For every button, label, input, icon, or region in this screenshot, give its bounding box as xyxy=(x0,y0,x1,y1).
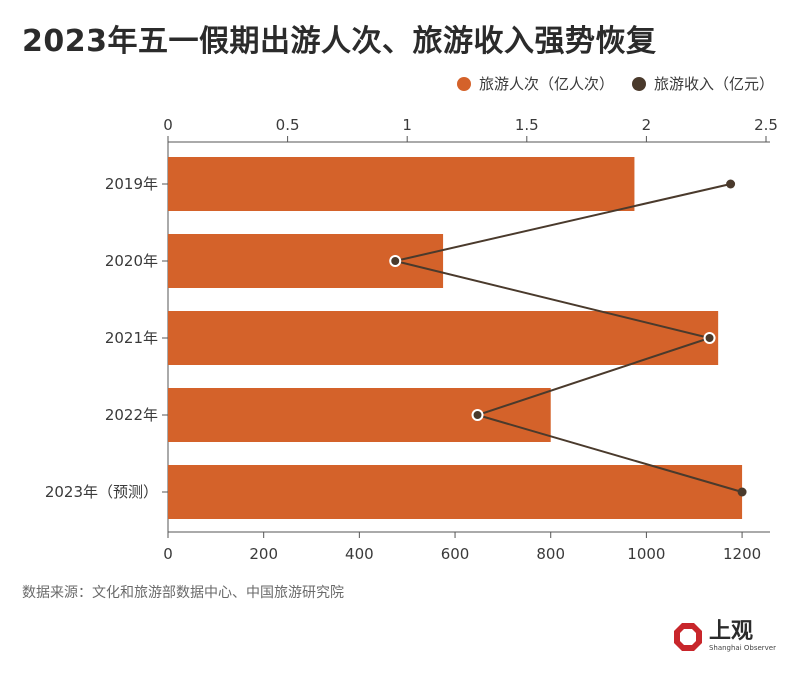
top-tick-label: 1 xyxy=(402,116,412,134)
chart-title: 2023年五一假期出游人次、旅游收入强势恢复 xyxy=(22,24,657,59)
visitors-bar xyxy=(168,157,635,211)
source-note: 数据来源：文化和旅游部数据中心、中国旅游研究院 xyxy=(22,585,344,601)
legend-swatch-revenue xyxy=(631,76,646,91)
category-label: 2019年 xyxy=(105,175,158,193)
revenue-point xyxy=(389,255,402,267)
legend-item-visitors: 旅游人次（亿人次） xyxy=(456,73,614,94)
top-tick-label: 2 xyxy=(642,116,652,134)
bottom-tick-label: 0 xyxy=(163,545,173,563)
bottom-tick-label: 200 xyxy=(249,545,278,563)
logo-octagon-icon xyxy=(673,622,702,651)
category-label: 2021年 xyxy=(105,329,158,347)
visitors-bar xyxy=(168,234,444,288)
category-label: 2023年（预测） xyxy=(45,483,158,501)
bottom-tick-label: 800 xyxy=(536,545,565,563)
category-label: 2022年 xyxy=(105,406,158,424)
category-label: 2020年 xyxy=(105,252,158,270)
visitors-bar xyxy=(168,465,743,519)
top-tick-label: 1.5 xyxy=(515,116,539,134)
legend: 旅游人次（亿人次） 旅游收入（亿元） xyxy=(456,73,774,94)
bottom-tick-label: 1200 xyxy=(723,545,761,563)
bottom-tick-label: 600 xyxy=(441,545,470,563)
legend-swatch-visitors xyxy=(456,76,471,91)
top-tick-label: 0.5 xyxy=(276,116,300,134)
visitors-bar xyxy=(168,388,551,442)
top-tick-label: 0 xyxy=(163,116,173,134)
legend-label-revenue: 旅游收入（亿元） xyxy=(653,75,774,93)
bottom-tick-label: 1000 xyxy=(627,545,665,563)
bottom-tick-label: 400 xyxy=(345,545,374,563)
revenue-point xyxy=(737,487,747,497)
legend-label-visitors: 旅游人次（亿人次） xyxy=(478,75,614,93)
top-tick-label: 2.5 xyxy=(754,116,778,134)
revenue-point xyxy=(703,332,716,344)
visitors-bar xyxy=(168,311,719,365)
logo-text-cn: 上观 xyxy=(708,619,753,644)
legend-item-revenue: 旅游收入（亿元） xyxy=(631,73,774,94)
revenue-point xyxy=(726,179,736,189)
shanghai-observer-logo: 上观 Shanghai Observer xyxy=(673,620,776,653)
revenue-point xyxy=(471,409,484,421)
logo-text-en: Shanghai Observer xyxy=(708,644,776,652)
